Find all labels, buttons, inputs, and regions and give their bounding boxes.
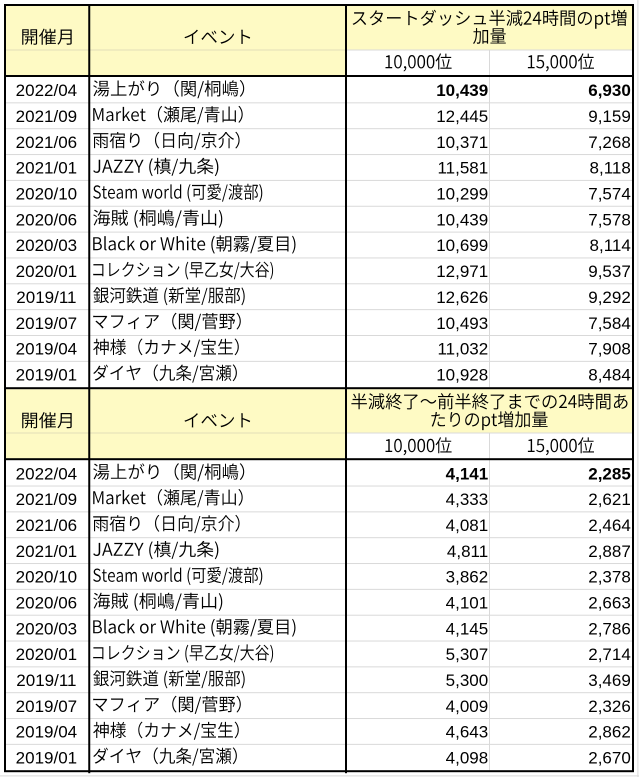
svg-text:2019/11: 2019/11: [16, 288, 76, 307]
svg-text:4,333: 4,333: [446, 490, 489, 509]
svg-text:10,439: 10,439: [436, 210, 488, 229]
svg-text:2020/06: 2020/06: [16, 594, 77, 613]
svg-text:10,299: 10,299: [436, 185, 488, 204]
svg-text:3,469: 3,469: [588, 671, 631, 690]
svg-text:2021/06: 2021/06: [16, 516, 77, 535]
svg-text:4,811: 4,811: [447, 542, 488, 561]
svg-text:2019/07: 2019/07: [16, 697, 77, 716]
svg-text:4,009: 4,009: [446, 697, 489, 716]
svg-text:9,159: 9,159: [588, 107, 631, 126]
svg-text:2,786: 2,786: [588, 619, 631, 638]
svg-text:2022/04: 2022/04: [16, 81, 77, 100]
svg-text:10,493: 10,493: [436, 314, 488, 333]
svg-text:2020/06: 2020/06: [16, 210, 77, 229]
svg-text:10,371: 10,371: [436, 133, 488, 152]
svg-text:3,862: 3,862: [446, 568, 489, 587]
svg-text:2020/03: 2020/03: [16, 619, 77, 638]
svg-text:8,114: 8,114: [590, 236, 631, 255]
svg-text:2,670: 2,670: [588, 749, 631, 768]
svg-text:7,578: 7,578: [588, 210, 631, 229]
svg-text:12,971: 12,971: [436, 262, 488, 281]
svg-text:2021/01: 2021/01: [16, 542, 77, 561]
svg-text:2019/04: 2019/04: [16, 340, 77, 359]
svg-text:4,643: 4,643: [446, 723, 489, 742]
svg-text:12,445: 12,445: [436, 107, 488, 126]
svg-text:2020/10: 2020/10: [16, 185, 77, 204]
svg-text:2,862: 2,862: [588, 723, 631, 742]
svg-text:2022/04: 2022/04: [16, 464, 77, 483]
svg-text:4,101: 4,101: [446, 594, 489, 613]
svg-text:2,285: 2,285: [588, 464, 631, 483]
svg-text:2,714: 2,714: [588, 645, 631, 664]
svg-text:2021/09: 2021/09: [16, 107, 77, 126]
svg-text:7,268: 7,268: [588, 133, 631, 152]
svg-text:2020/01: 2020/01: [16, 262, 77, 281]
svg-text:2,621: 2,621: [588, 490, 631, 509]
svg-text:2,464: 2,464: [588, 516, 631, 535]
svg-text:2019/04: 2019/04: [16, 723, 77, 742]
svg-text:4,145: 4,145: [446, 619, 489, 638]
svg-text:8,118: 8,118: [590, 159, 631, 178]
svg-text:9,292: 9,292: [588, 288, 631, 307]
svg-text:2,887: 2,887: [588, 542, 631, 561]
svg-text:7,908: 7,908: [588, 340, 631, 359]
svg-text:4,081: 4,081: [446, 516, 489, 535]
svg-text:2019/01: 2019/01: [16, 366, 77, 385]
svg-text:2020/03: 2020/03: [16, 236, 77, 255]
svg-text:10,928: 10,928: [436, 366, 488, 385]
svg-text:5,307: 5,307: [446, 645, 489, 664]
svg-text:2019/11: 2019/11: [16, 671, 76, 690]
svg-text:2019/07: 2019/07: [16, 314, 77, 333]
svg-text:4,141: 4,141: [446, 464, 489, 483]
svg-text:12,626: 12,626: [436, 288, 488, 307]
svg-text:2,663: 2,663: [588, 594, 631, 613]
svg-text:5,300: 5,300: [446, 671, 489, 690]
svg-text:2020/10: 2020/10: [16, 568, 77, 587]
svg-text:10,699: 10,699: [436, 236, 488, 255]
svg-text:2021/09: 2021/09: [16, 490, 77, 509]
svg-text:7,574: 7,574: [588, 185, 631, 204]
svg-text:2,378: 2,378: [588, 568, 631, 587]
svg-text:10,439: 10,439: [436, 81, 488, 100]
svg-text:11,581: 11,581: [437, 159, 488, 178]
svg-text:2020/01: 2020/01: [16, 645, 77, 664]
svg-text:11,032: 11,032: [437, 340, 488, 359]
svg-text:9,537: 9,537: [588, 262, 631, 281]
svg-text:4,098: 4,098: [446, 749, 489, 768]
svg-text:2,326: 2,326: [588, 697, 631, 716]
svg-text:2021/01: 2021/01: [16, 159, 77, 178]
svg-text:2021/06: 2021/06: [16, 133, 77, 152]
svg-text:6,930: 6,930: [588, 81, 631, 100]
svg-text:8,484: 8,484: [588, 366, 631, 385]
svg-text:2019/01: 2019/01: [16, 749, 77, 768]
svg-text:7,584: 7,584: [588, 314, 631, 333]
